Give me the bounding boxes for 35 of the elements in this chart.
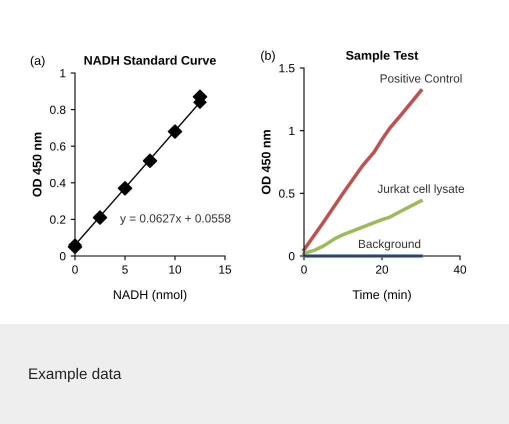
text: Example data xyxy=(29,368,122,382)
series-label: Jurkat cell lysate xyxy=(378,184,464,196)
chart-title: Sample Test xyxy=(346,50,418,62)
y-axis-title: OD 450 nm xyxy=(262,130,271,194)
x-tick-label: 15 xyxy=(219,265,232,274)
y-tick-label: 0.5 xyxy=(279,189,294,198)
point xyxy=(92,210,108,225)
x-tick-label: 10 xyxy=(169,265,182,274)
x-tick-label: 5 xyxy=(122,265,128,274)
x-tick-label: 0 xyxy=(301,265,307,274)
chart-title: NADH Standard Curve xyxy=(84,56,216,65)
x-axis-title: Time (min) xyxy=(352,290,411,302)
x-tick-label: 40 xyxy=(454,265,466,274)
series-label: Background xyxy=(358,239,420,250)
x-tick-label: 0 xyxy=(72,265,78,274)
y-tick-label: 1 xyxy=(289,126,294,135)
y-tick-label: 0.8 xyxy=(50,106,66,114)
y-tick-label: 0 xyxy=(60,252,66,260)
series-label: Positive Control xyxy=(380,74,462,83)
annotation: y = 0.0627x + 0.0558 xyxy=(120,214,230,225)
y-tick-label: 0 xyxy=(288,252,295,260)
y-tick-label: 0.4 xyxy=(50,178,66,188)
y-tick-label: 1 xyxy=(60,69,66,78)
text: (b) xyxy=(261,50,275,62)
y-tick-label: 0.2 xyxy=(50,215,66,224)
x-tick-label: 20 xyxy=(376,265,388,274)
y-tick-label: 1.5 xyxy=(279,64,294,72)
point xyxy=(142,154,158,168)
y-axis-title: OD 450 nm xyxy=(32,132,42,197)
point xyxy=(118,181,132,196)
y-tick-label: 0.6 xyxy=(50,142,66,151)
x-axis-title: NADH (nmol) xyxy=(114,290,186,302)
point xyxy=(168,124,182,139)
line-series xyxy=(302,199,423,256)
text: (a) xyxy=(30,56,44,68)
